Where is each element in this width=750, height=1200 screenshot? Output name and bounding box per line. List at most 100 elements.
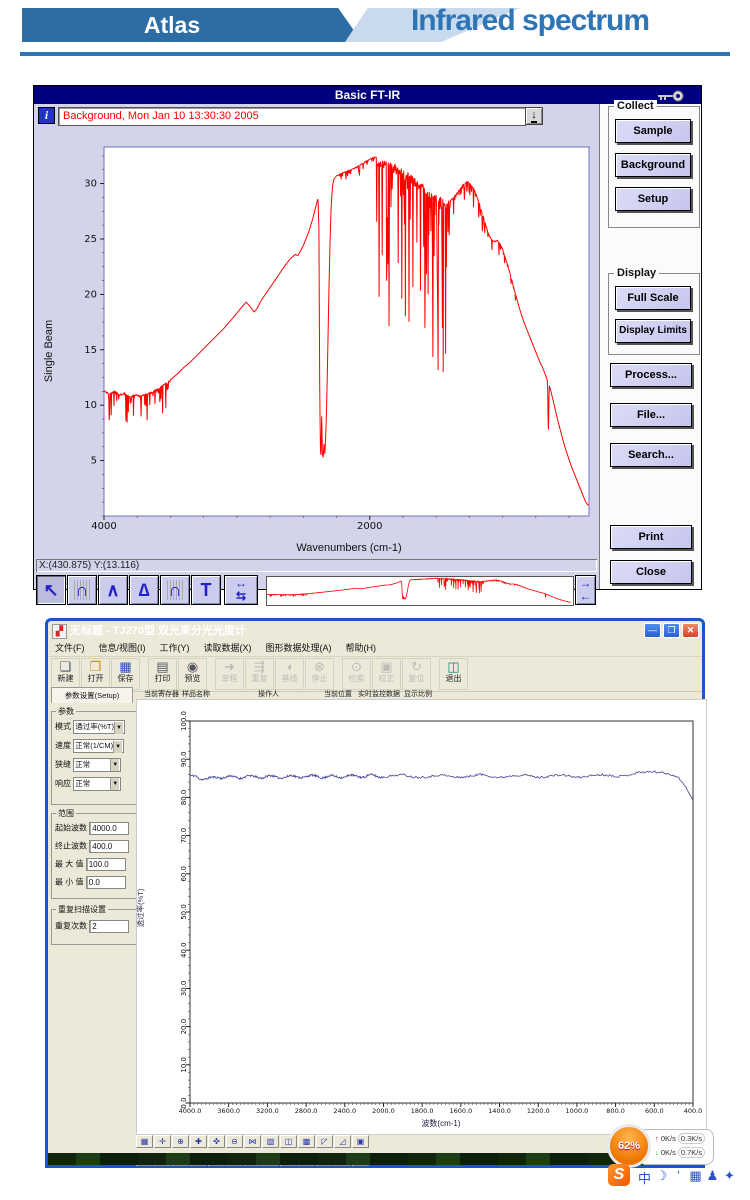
full-scale-button[interactable]: Full Scale	[615, 286, 691, 310]
download-peak: 0.7K/s	[677, 1147, 706, 1158]
ime-skin-icon[interactable]: ✦	[724, 1168, 735, 1183]
progress-badge[interactable]: 62%	[607, 1124, 651, 1168]
menu-item-0[interactable]: 文件(F)	[55, 643, 85, 653]
app-icon: ▞	[52, 624, 67, 639]
menu-item-4[interactable]: 图形数据处理(A)	[265, 643, 332, 653]
max-value-field[interactable]: 100.0	[85, 858, 126, 871]
open-button[interactable]: ❒ 打开	[81, 658, 110, 690]
background-button[interactable]: Background	[615, 153, 691, 177]
graph-tool-icon-0-9[interactable]: ▩	[298, 1135, 315, 1148]
graph-tool-icon-0-1[interactable]: ✛	[154, 1135, 171, 1148]
repeat-scan-button: ⇶ 重复	[245, 658, 274, 690]
scroll-arrows-button[interactable]: → ←	[575, 575, 596, 605]
graph-tool-icon-0-12[interactable]: ▣	[352, 1135, 369, 1148]
process-button[interactable]: Process...	[610, 363, 692, 387]
ftir-titlebar[interactable]: Basic FT-IR	[34, 86, 701, 104]
download-arrow-icon: ↓	[655, 1148, 659, 1157]
slit-select[interactable]: 正常 ▼	[73, 758, 122, 772]
ftir-window-title: Basic FT-IR	[334, 88, 401, 102]
print-button[interactable]: ▤ 打印	[148, 658, 177, 690]
graph-tool-icon-0-8[interactable]: ◫	[280, 1135, 297, 1148]
speed-label: 速度	[55, 741, 71, 751]
ftir-y-axis-label: Single Beam	[43, 319, 55, 383]
tj270-titlebar[interactable]: ▞ 无标题 - TJ270型 双光束分光光度计 — ❐ ✕	[48, 621, 702, 641]
info-button[interactable]: i	[38, 107, 55, 124]
exit-button[interactable]: ◫ 退出	[439, 658, 468, 690]
scroll-right-icon: →	[579, 576, 592, 590]
graph-tool-icon-0-10[interactable]: ◸	[316, 1135, 333, 1148]
tab-parameter-setup[interactable]: 参数设置(Setup)	[51, 687, 133, 703]
svg-text:1600.0: 1600.0	[449, 1107, 472, 1115]
close-icon[interactable]: ✕	[682, 623, 699, 638]
graph-tool-icon-0-6[interactable]: ⋈	[244, 1135, 261, 1148]
menu-item-1[interactable]: 信息/视图(I)	[98, 643, 146, 653]
graph-tool-icon-0-11[interactable]: ◿	[334, 1135, 351, 1148]
new-button[interactable]: ❏ 新建	[51, 658, 80, 690]
peak-band-icon[interactable]: ∩	[67, 575, 97, 605]
baseline-button-label: 基线	[281, 674, 298, 683]
mode-row: 模式 通过率(%T) ▼	[55, 720, 125, 734]
ime-keyboard-icon[interactable]: ▦	[689, 1168, 702, 1183]
chevron-down-icon: ▼	[110, 759, 120, 771]
close-button[interactable]: Close	[610, 560, 692, 584]
sample-button[interactable]: Sample	[615, 119, 691, 143]
menu-item-3[interactable]: 读取数据(X)	[203, 643, 252, 653]
graph-tool-icon-0-3[interactable]: ✚	[190, 1135, 207, 1148]
print-button-label: 打印	[154, 674, 171, 683]
select-cursor-icon[interactable]: ↖	[36, 575, 66, 605]
setup-button[interactable]: Setup	[615, 187, 691, 211]
repeat-count-field[interactable]: 2	[89, 920, 130, 933]
preview-button[interactable]: ◉ 预览	[178, 658, 207, 690]
maximize-button[interactable]: ❐	[663, 623, 680, 638]
reset-button-label: 复位	[408, 674, 425, 683]
repeat-scan-button-label: 重复	[251, 674, 268, 683]
spectrum-dropdown-button[interactable]: ↓	[525, 107, 543, 125]
peak-pick-icon[interactable]: ∧	[98, 575, 128, 605]
calibrate-button-label: 校正	[378, 674, 395, 683]
tj-spectrum-chart[interactable]: 4000.0 3600.0 3200.0 2800.0 2400.0 2000.0 1800…	[143, 705, 705, 1129]
start-wavenumber-row: 起始波数 4000.0	[55, 822, 130, 835]
graph-tool-icon-0-2[interactable]: ⊕	[172, 1135, 189, 1148]
end-wavenumber-field[interactable]: 400.0	[89, 840, 130, 853]
display-limits-button[interactable]: Display Limits	[615, 319, 691, 343]
ime-logo[interactable]: S	[608, 1164, 630, 1186]
atlas-logo-text: Atlas	[143, 12, 201, 38]
ime-person-icon[interactable]: ♟	[706, 1168, 719, 1183]
svg-text:4000: 4000	[91, 521, 116, 532]
start-wavenumber-field[interactable]: 4000.0	[89, 822, 130, 835]
spectrum-overview-strip[interactable]	[266, 576, 574, 606]
mode-select[interactable]: 通过率(%T) ▼	[73, 720, 125, 734]
min-value-field[interactable]: 0.0	[85, 876, 126, 889]
menu-item-2[interactable]: 工作(Y)	[159, 643, 190, 653]
spectrum-title-field[interactable]: Background, Mon Jan 10 13:30:30 2005	[58, 107, 526, 126]
menu-item-5[interactable]: 帮助(H)	[345, 643, 377, 653]
taskbar-sliver	[48, 1153, 702, 1165]
response-select[interactable]: 正常 ▼	[73, 777, 122, 791]
save-button-label: 保存	[117, 674, 134, 683]
peak-area-icon[interactable]: ∩	[160, 575, 190, 605]
expand-x-button[interactable]: ↔ ⇆	[224, 575, 258, 605]
graph-tool-icon-0-4[interactable]: ✜	[208, 1135, 225, 1148]
scroll-left-icon: ←	[579, 589, 592, 603]
ime-moon-icon[interactable]: ☽	[655, 1168, 668, 1183]
toolbar-separator	[140, 657, 147, 687]
graph-tool-icon-0-0[interactable]: ▦	[136, 1135, 153, 1148]
search-button[interactable]: Search...	[610, 443, 692, 467]
end-wavenumber-row: 终止波数 400.0	[55, 840, 130, 853]
ime-punct-icon[interactable]: ’	[677, 1168, 680, 1183]
graph-tool-icon-0-5[interactable]: ⊖	[226, 1135, 243, 1148]
print-button[interactable]: Print	[610, 525, 692, 549]
upload-arrow-icon: ↑	[655, 1134, 659, 1143]
text-annotation-icon[interactable]: T	[191, 575, 221, 605]
calibrate-icon: ▣	[380, 659, 393, 674]
svg-text:400.0: 400.0	[684, 1107, 703, 1115]
ftir-spectrum-chart[interactable]: 4000 2000 5 10 15 20 25 30	[64, 144, 599, 556]
minimize-button[interactable]: —	[644, 623, 661, 638]
speed-select[interactable]: 正常(1/CM) ▼	[73, 739, 125, 753]
graph-tool-icon-0-7[interactable]: ▧	[262, 1135, 279, 1148]
save-button[interactable]: ▦ 保存	[111, 658, 140, 690]
file-button[interactable]: File...	[610, 403, 692, 427]
svg-text:1200.0: 1200.0	[527, 1107, 550, 1115]
ime-lang-icon[interactable]: 中	[637, 1171, 651, 1186]
peak-width-icon[interactable]: ∆	[129, 575, 159, 605]
